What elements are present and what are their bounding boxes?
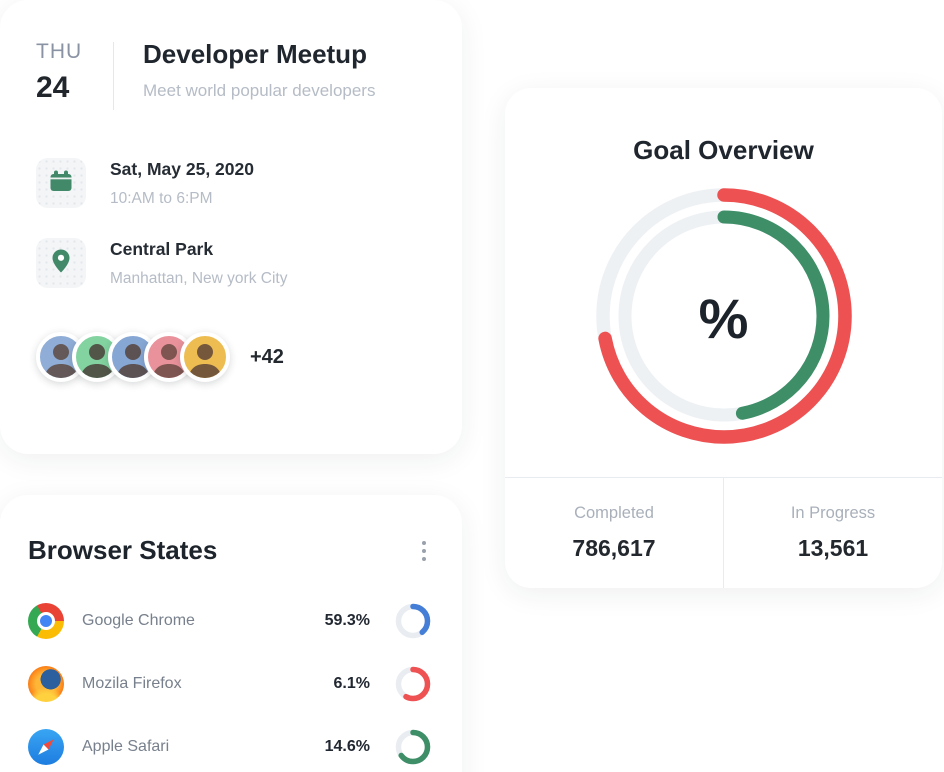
- event-details: Sat, May 25, 2020 10:AM to 6:PM Central …: [0, 158, 462, 288]
- event-day-number: 24: [36, 71, 70, 104]
- browser-list: Google Chrome 59.3% Mozila Firefox 6.1%: [0, 596, 462, 772]
- safari-icon: [28, 729, 64, 765]
- event-date-text: Sat, May 25, 2020: [110, 159, 254, 179]
- chrome-icon: [28, 603, 64, 639]
- event-city-text: Manhattan, New york City: [110, 270, 288, 287]
- completed-value: 786,617: [572, 535, 656, 561]
- event-date-row: Sat, May 25, 2020 10:AM to 6:PM: [36, 158, 426, 208]
- goal-center-label: %: [698, 287, 749, 350]
- map-pin-icon: [49, 248, 73, 279]
- calendar-icon: [48, 168, 74, 199]
- completed-arc: [595, 188, 852, 444]
- browser-row-firefox: Mozila Firefox 6.1%: [28, 659, 432, 709]
- browser-row-chrome: Google Chrome 59.3%: [28, 596, 432, 646]
- kebab-menu-icon[interactable]: [416, 537, 432, 565]
- in-progress-value: 13,561: [797, 535, 869, 561]
- event-subtitle: Meet world popular developers: [143, 80, 376, 100]
- firefox-icon: [28, 666, 64, 702]
- goal-overview-title: Goal Overview: [633, 135, 814, 165]
- map-pin-icon-box: [36, 238, 86, 288]
- goal-ring-chart: %: [594, 186, 854, 451]
- goal-footer: Completed 786,617 In Progress 13,561: [505, 477, 942, 588]
- browser-share-value: 6.1%: [333, 675, 370, 692]
- event-date-texts: Sat, May 25, 2020 10:AM to 6:PM: [110, 158, 254, 208]
- attendees-row: +42: [0, 332, 462, 382]
- event-location-row: Central Park Manhattan, New york City: [36, 238, 426, 288]
- chrome-mini-donut: [395, 603, 431, 639]
- firefox-mini-donut: [395, 666, 431, 702]
- completed-label: Completed: [574, 504, 654, 522]
- avatar[interactable]: [180, 332, 230, 382]
- safari-mini-donut: [395, 729, 431, 765]
- in-progress-arc: [618, 210, 829, 422]
- browser-share-value: 14.6%: [324, 738, 370, 755]
- browser-states-card: Browser States Google Chrome 59.3% Mozil…: [0, 495, 462, 772]
- browser-row-safari: Apple Safari 14.6%: [28, 722, 432, 772]
- event-title: Developer Meetup: [143, 39, 367, 69]
- completed-stat: Completed 786,617: [505, 478, 723, 588]
- event-header: THU 24 Developer Meetup Meet world popul…: [0, 0, 462, 110]
- calendar-icon-box: [36, 158, 86, 208]
- browser-states-header: Browser States: [0, 495, 462, 566]
- browser-share-value: 59.3%: [324, 612, 370, 629]
- goal-ring-svg: [595, 188, 852, 444]
- in-progress-stat: In Progress 13,561: [723, 478, 942, 588]
- header-divider: [113, 42, 114, 110]
- event-location-texts: Central Park Manhattan, New york City: [110, 238, 287, 288]
- browser-name: Google Chrome: [82, 612, 195, 629]
- browser-name: Mozila Firefox: [82, 675, 182, 692]
- event-time-text: 10:AM to 6:PM: [110, 190, 213, 207]
- event-card: THU 24 Developer Meetup Meet world popul…: [0, 0, 462, 454]
- browser-states-title: Browser States: [28, 535, 218, 565]
- in-progress-label: In Progress: [790, 504, 876, 522]
- more-attendees-count[interactable]: +42: [250, 345, 284, 368]
- event-title-block: Developer Meetup Meet world popular deve…: [143, 39, 376, 110]
- browser-name: Apple Safari: [82, 738, 170, 755]
- event-location-text: Central Park: [110, 239, 214, 259]
- goal-overview-card: Goal Overview % Completed 786,617 In Pro…: [505, 88, 942, 588]
- event-day-label: THU: [36, 40, 83, 63]
- event-date-block: THU 24: [36, 40, 94, 110]
